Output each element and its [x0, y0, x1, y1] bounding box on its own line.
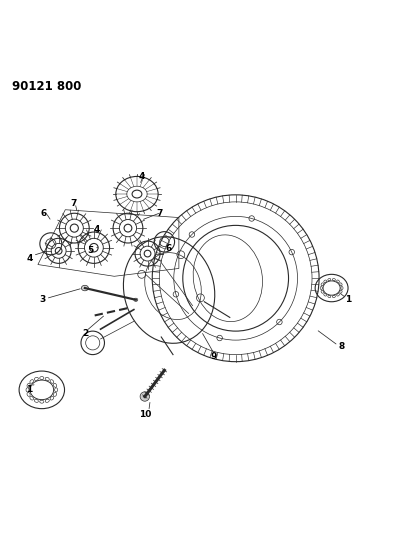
Text: 7: 7	[156, 209, 162, 218]
Text: 5: 5	[88, 246, 94, 255]
Text: 9: 9	[211, 352, 217, 361]
Text: 4: 4	[138, 172, 145, 181]
Text: 7: 7	[70, 199, 76, 208]
Text: 3: 3	[40, 295, 46, 304]
Ellipse shape	[81, 285, 88, 291]
Text: 4: 4	[94, 225, 100, 234]
Text: 6: 6	[166, 244, 172, 253]
Text: 1: 1	[345, 295, 352, 304]
Text: 2: 2	[82, 328, 88, 337]
Text: 4: 4	[27, 254, 33, 263]
Text: 10: 10	[140, 410, 152, 419]
Text: 6: 6	[40, 209, 47, 218]
Text: 1: 1	[26, 385, 32, 394]
Circle shape	[140, 392, 149, 401]
Text: 8: 8	[338, 342, 345, 351]
Text: 90121 800: 90121 800	[13, 80, 82, 93]
